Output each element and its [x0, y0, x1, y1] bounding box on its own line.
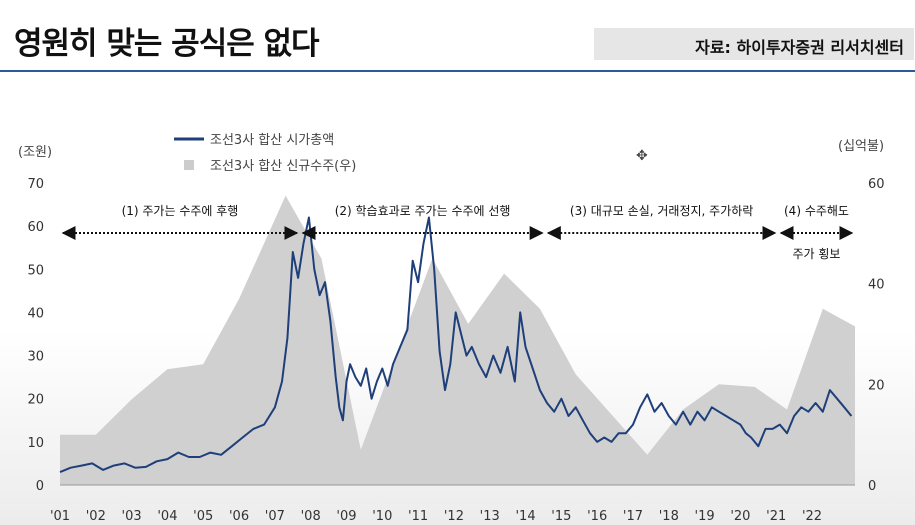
y-left-tick-label: 10: [27, 436, 44, 451]
y-right-unit: (십억불): [838, 139, 884, 154]
y-left-tick-label: 70: [27, 177, 44, 192]
x-tick-label: '15: [551, 509, 571, 524]
y-right-tick-label: 40: [868, 278, 885, 293]
x-tick-label: '03: [122, 509, 142, 524]
y-left-tick-label: 30: [27, 350, 44, 365]
source-box: 자료: 하이투자증권 리서치센터: [594, 28, 914, 60]
y-right-tick-label: 0: [868, 479, 876, 494]
x-tick-label: '17: [623, 509, 643, 524]
x-tick-label: '16: [587, 509, 607, 524]
x-tick-label: '12: [444, 509, 464, 524]
x-tick-label: '06: [229, 509, 249, 524]
market-cap-line: [59, 216, 853, 474]
source-label: 자료: 하이투자증권 리서치센터: [695, 38, 904, 57]
period-sub-label: 주가 횡보: [793, 247, 841, 261]
x-tick-label: '11: [408, 509, 428, 524]
legend-label: 조선3사 합산 신규수주(우): [210, 159, 356, 174]
y-left-tick-label: 50: [27, 263, 44, 278]
period-label: (3) 대규모 손실, 거래정지, 주가하락: [570, 204, 753, 218]
x-tick-label: '07: [265, 509, 285, 524]
period-label: (2) 학습효과로 주가는 수주에 선행: [335, 203, 511, 218]
x-tick-label: '18: [659, 509, 679, 524]
y-left-tick-label: 20: [27, 393, 44, 408]
x-tick-label: '01: [50, 509, 70, 524]
x-tick-label: '20: [730, 509, 750, 524]
legend-swatch-area: [184, 160, 194, 170]
x-tick-label: '08: [301, 509, 321, 524]
x-tick-label: '22: [802, 509, 822, 524]
x-tick-label: '02: [86, 509, 106, 524]
x-tick-label: '13: [480, 509, 500, 524]
x-tick-label: '14: [515, 509, 535, 524]
x-tick-label: '09: [336, 509, 356, 524]
x-tick-label: '05: [193, 509, 213, 524]
period-label: (4) 수주해도: [784, 204, 849, 218]
y-left-tick-label: 60: [27, 220, 44, 235]
move-cursor-icon: ✥: [636, 148, 648, 164]
y-left-tick-label: 40: [27, 306, 44, 321]
y-right-tick-label: 60: [868, 177, 885, 192]
x-tick-label: '04: [157, 509, 177, 524]
page-title: 영원히 맞는 공식은 없다: [14, 26, 320, 62]
x-tick-label: '10: [372, 509, 392, 524]
y-left-unit: (조원): [18, 145, 52, 160]
new-orders-area: [60, 195, 855, 485]
x-tick-label: '21: [766, 509, 786, 524]
x-tick-label: '19: [695, 509, 715, 524]
title-rule: [0, 70, 915, 72]
legend-label: 조선3사 합산 시가총액: [210, 133, 334, 148]
y-left-tick-label: 0: [36, 479, 44, 494]
period-label: (1) 주가는 수주에 후행: [122, 203, 239, 218]
y-right-tick-label: 20: [868, 378, 885, 393]
